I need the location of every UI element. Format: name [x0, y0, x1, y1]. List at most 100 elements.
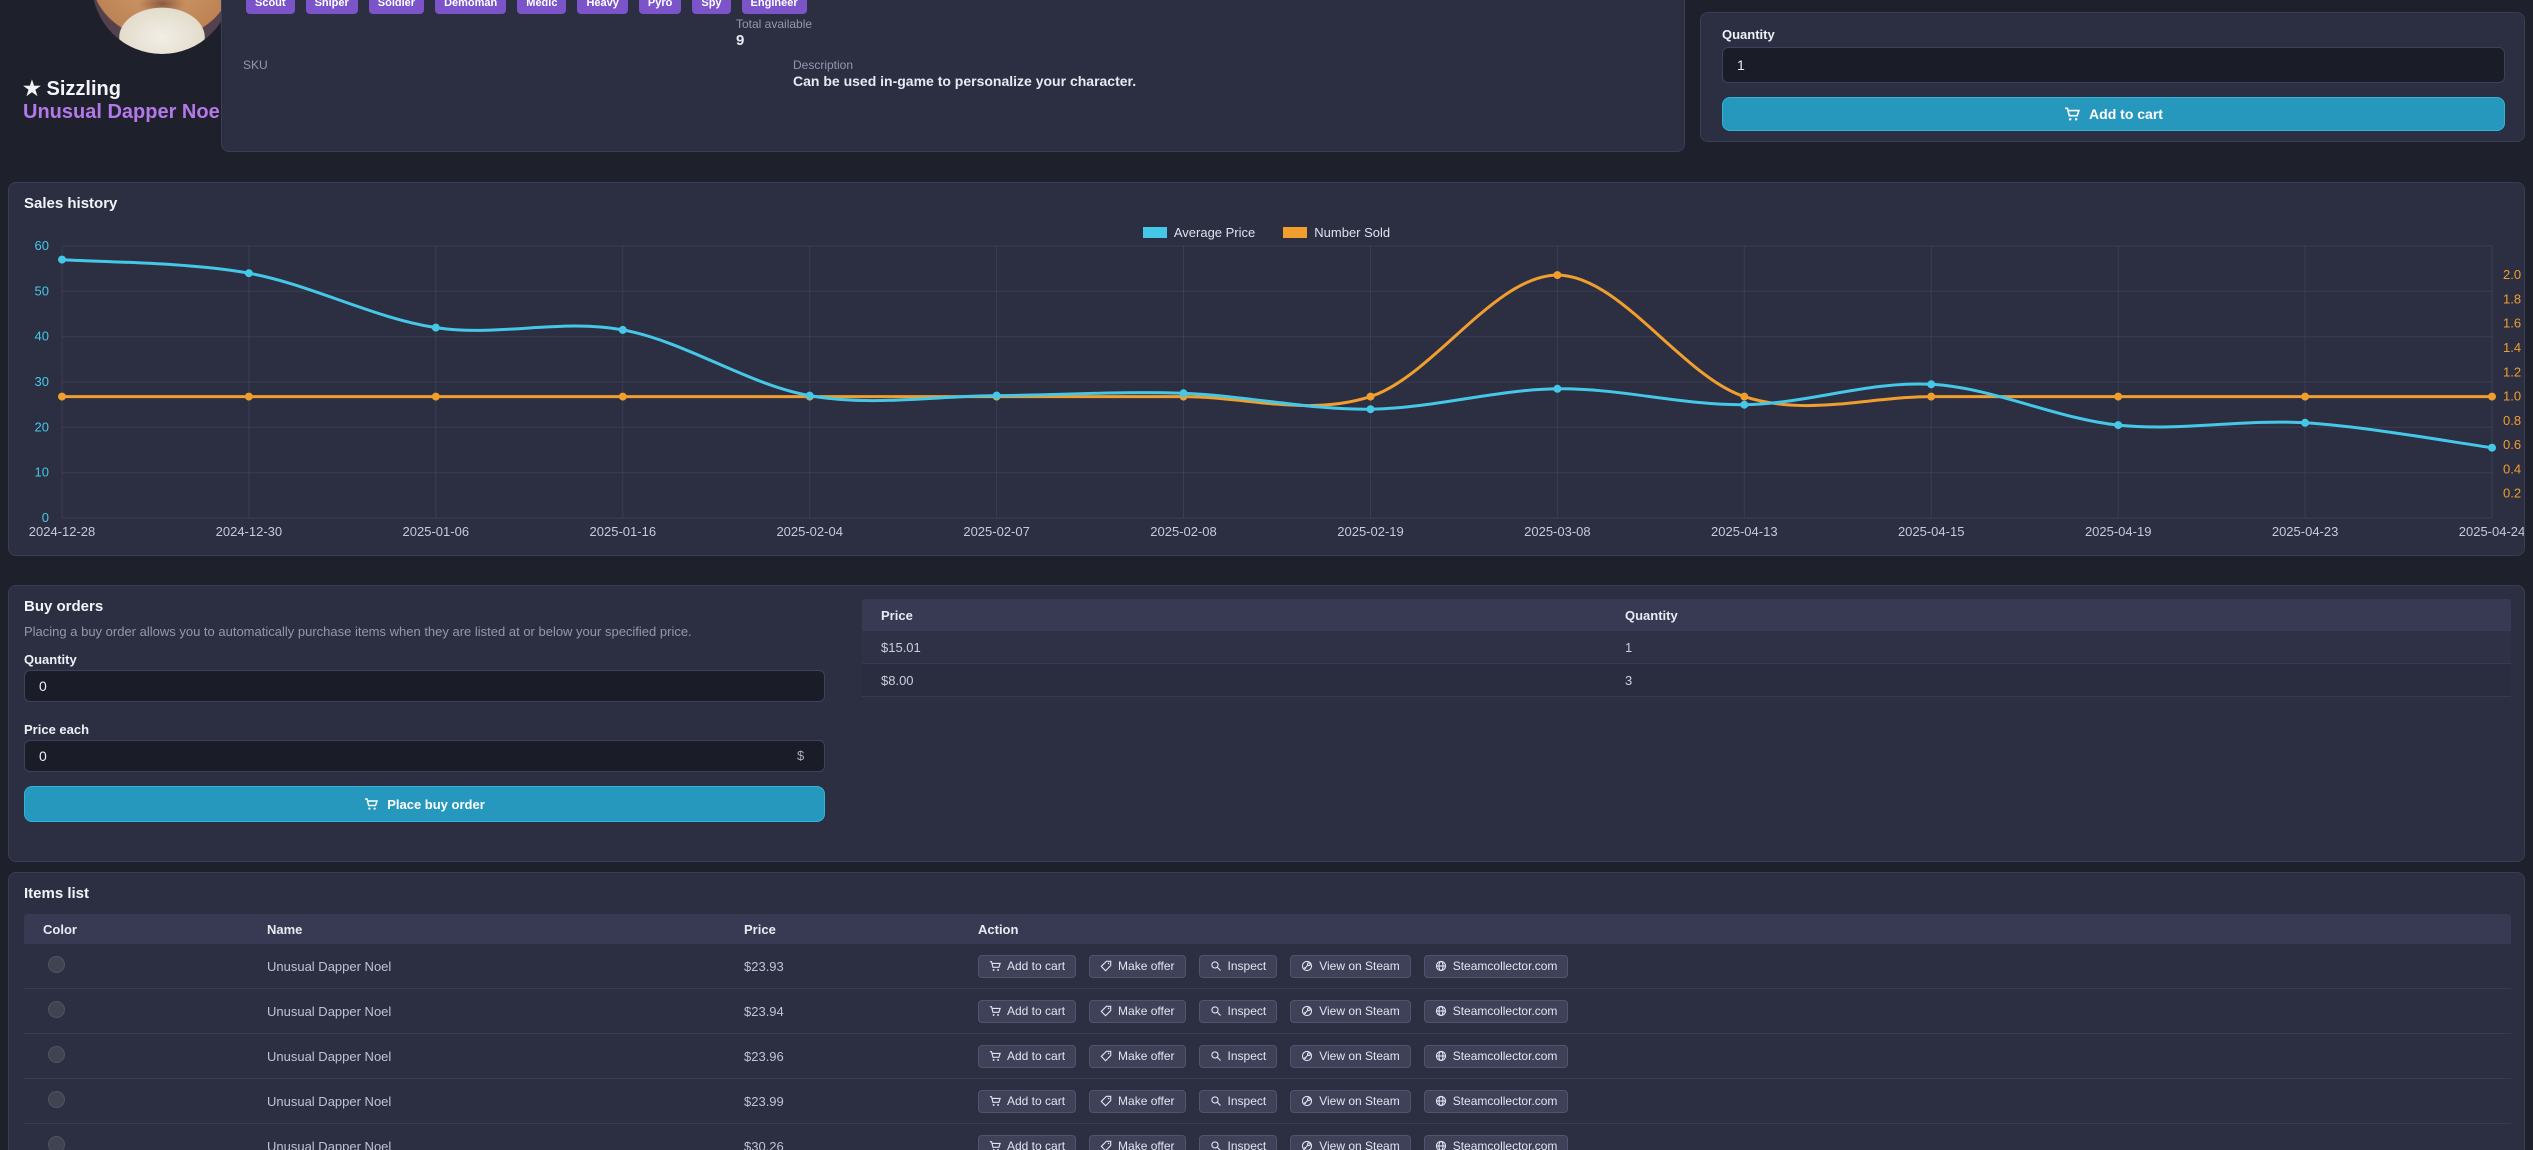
checkout-card: Quantity Add to cart — [1700, 12, 2525, 142]
tag-demoman[interactable]: Demoman — [435, 0, 507, 14]
item-price: $23.99 — [744, 1093, 784, 1109]
items-header-name: Name — [267, 921, 303, 937]
inspect-button[interactable]: Inspect — [1198, 954, 1278, 978]
view-on-steam-button[interactable]: View on Steam — [1290, 1089, 1411, 1113]
svg-text:10: 10 — [35, 465, 49, 480]
svg-text:0.4: 0.4 — [2503, 461, 2521, 476]
action-label: Steamcollector.com — [1452, 1094, 1558, 1108]
steamcollector-com-button[interactable]: Steamcollector.com — [1423, 1044, 1569, 1068]
make-offer-button[interactable]: Make offer — [1089, 1044, 1186, 1068]
item-image — [92, 0, 232, 54]
item-name: Unusual Dapper Noel — [267, 958, 392, 974]
tag-soldier[interactable]: Soldier — [368, 0, 425, 14]
svg-text:60: 60 — [35, 238, 49, 253]
view-on-steam-button[interactable]: View on Steam — [1290, 1134, 1411, 1150]
item-actions: Add to cart Make offer Inspect View on Stea… — [978, 954, 2511, 978]
buy-order-price-input[interactable] — [24, 740, 825, 772]
item-row: Unusual Dapper Noel $23.94 Add to cart Make… — [24, 989, 2511, 1034]
quantity-input[interactable] — [1722, 47, 2505, 83]
svg-text:2025-04-13: 2025-04-13 — [1711, 524, 1778, 539]
action-label: Make offer — [1118, 1094, 1175, 1108]
buy-orders-header-price: Price — [881, 607, 913, 623]
cart-icon — [989, 1140, 1001, 1150]
item-actions: Add to cart Make offer Inspect View on Stea… — [978, 999, 2511, 1023]
action-label: Make offer — [1118, 1139, 1175, 1150]
tag-heavy[interactable]: Heavy — [577, 0, 628, 14]
legend-swatch — [1283, 227, 1308, 238]
item-name: Unusual Dapper Noel — [267, 1138, 392, 1150]
svg-text:50: 50 — [35, 283, 49, 298]
svg-text:2025-02-04: 2025-02-04 — [776, 524, 843, 539]
view-on-steam-button[interactable]: View on Steam — [1290, 954, 1411, 978]
steam-icon — [1301, 1050, 1313, 1062]
tag-sniper[interactable]: Sniper — [305, 0, 358, 14]
inspect-button[interactable]: Inspect — [1198, 1044, 1278, 1068]
make-offer-button[interactable]: Make offer — [1089, 1089, 1186, 1113]
action-label: View on Steam — [1319, 1049, 1400, 1063]
item-color-swatch — [48, 1046, 65, 1063]
place-buy-order-button[interactable]: Place buy order — [24, 786, 825, 822]
svg-text:1.8: 1.8 — [2503, 291, 2521, 306]
items-header-color: Color — [43, 921, 77, 937]
tag-engineer[interactable]: Engineer — [741, 0, 807, 14]
svg-text:1.4: 1.4 — [2503, 340, 2521, 355]
make-offer-button[interactable]: Make offer — [1089, 954, 1186, 978]
tag-icon — [1100, 1140, 1112, 1150]
svg-text:20: 20 — [35, 419, 49, 434]
steamcollector-com-button[interactable]: Steamcollector.com — [1423, 999, 1569, 1023]
action-label: View on Steam — [1319, 1004, 1400, 1018]
action-label: Steamcollector.com — [1452, 959, 1558, 973]
legend-item-average-price[interactable]: Average Price — [1142, 225, 1255, 240]
svg-text:0.8: 0.8 — [2503, 413, 2521, 428]
svg-text:1.2: 1.2 — [2503, 364, 2521, 379]
buy-orders-table-header: Price Quantity — [862, 599, 2511, 631]
steamcollector-com-button[interactable]: Steamcollector.com — [1423, 954, 1569, 978]
add-to-cart-button[interactable]: Add to cart — [978, 1134, 1077, 1150]
view-on-steam-button[interactable]: View on Steam — [1290, 1044, 1411, 1068]
inspect-button[interactable]: Inspect — [1198, 1134, 1278, 1150]
add-to-cart-button[interactable]: Add to cart — [978, 999, 1077, 1023]
cart-icon — [989, 1095, 1001, 1107]
action-label: Steamcollector.com — [1452, 1049, 1558, 1063]
description-label: Description — [793, 58, 854, 72]
item-price: $23.96 — [744, 1048, 784, 1064]
steam-icon — [1301, 1095, 1313, 1107]
items-table-body: Unusual Dapper Noel $23.93 Add to cart Make… — [24, 944, 2511, 1150]
items-header-price: Price — [744, 921, 776, 937]
magnifier-icon — [1210, 960, 1222, 972]
item-name: Unusual Dapper Noel — [267, 1003, 392, 1019]
item-name: Unusual Dapper Noel — [267, 1093, 392, 1109]
total-available-label: Total available — [736, 17, 813, 31]
item-actions: Add to cart Make offer Inspect View on Stea… — [978, 1044, 2511, 1068]
legend-swatch — [1142, 227, 1167, 238]
add-to-cart-button[interactable]: Add to cart — [1722, 97, 2505, 131]
inspect-button[interactable]: Inspect — [1198, 999, 1278, 1023]
legend-item-number-sold[interactable]: Number Sold — [1283, 225, 1390, 240]
steamcollector-com-button[interactable]: Steamcollector.com — [1423, 1134, 1569, 1150]
add-to-cart-button[interactable]: Add to cart — [978, 1089, 1077, 1113]
tag-pyro[interactable]: Pyro — [638, 0, 682, 14]
make-offer-button[interactable]: Make offer — [1089, 999, 1186, 1023]
make-offer-button[interactable]: Make offer — [1089, 1134, 1186, 1150]
add-to-cart-button[interactable]: Add to cart — [978, 1044, 1077, 1068]
view-on-steam-button[interactable]: View on Steam — [1290, 999, 1411, 1023]
inspect-button[interactable]: Inspect — [1198, 1089, 1278, 1113]
buy-order-quantity: 1 — [1625, 639, 1633, 655]
tag-spy[interactable]: Spy — [692, 0, 731, 14]
buy-orders-title: Buy orders — [24, 598, 104, 615]
action-label: Make offer — [1118, 1049, 1175, 1063]
buy-order-price-label: Price each — [24, 722, 90, 737]
svg-text:2025-02-08: 2025-02-08 — [1150, 524, 1217, 539]
buy-order-quantity-input[interactable] — [24, 670, 825, 702]
action-label: Inspect — [1227, 1049, 1267, 1063]
svg-text:2025-01-16: 2025-01-16 — [590, 524, 657, 539]
item-color-swatch — [48, 956, 65, 973]
steamcollector-com-button[interactable]: Steamcollector.com — [1423, 1089, 1569, 1113]
tag-medic[interactable]: Medic — [517, 0, 567, 14]
svg-text:2.0: 2.0 — [2503, 267, 2521, 282]
tag-scout[interactable]: Scout — [246, 0, 295, 14]
steam-icon — [1301, 960, 1313, 972]
action-label: Inspect — [1227, 959, 1267, 973]
add-to-cart-button[interactable]: Add to cart — [978, 954, 1077, 978]
globe-icon — [1435, 1050, 1447, 1062]
